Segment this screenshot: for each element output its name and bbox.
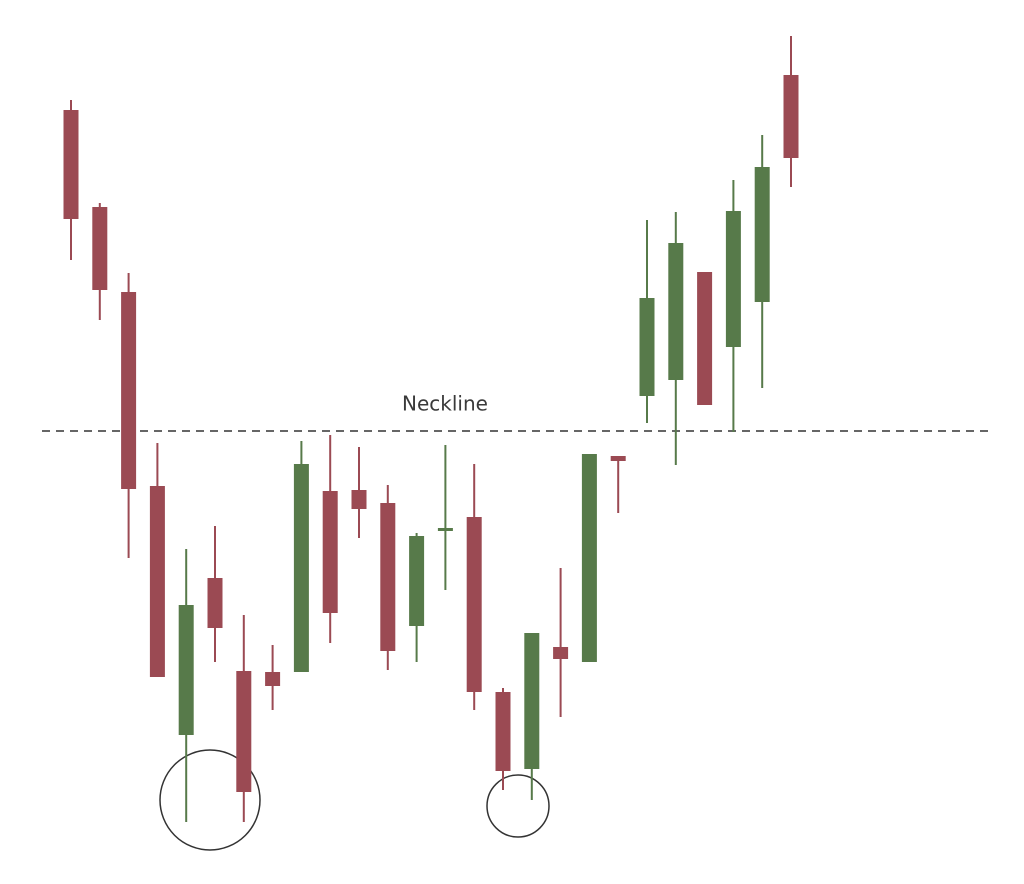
candle-body bbox=[668, 243, 684, 380]
candle-body bbox=[437, 528, 453, 531]
highlight-circle bbox=[486, 774, 550, 838]
candle-body bbox=[63, 110, 79, 219]
candle-body bbox=[207, 578, 223, 628]
candle-body bbox=[293, 464, 309, 672]
candle-body bbox=[236, 671, 252, 792]
candle-body bbox=[121, 292, 137, 489]
highlight-circle bbox=[159, 749, 261, 851]
candle-body bbox=[783, 75, 799, 158]
candle-body bbox=[322, 491, 338, 613]
candle-body bbox=[581, 454, 597, 662]
candle-body bbox=[553, 647, 569, 659]
candle-body bbox=[351, 490, 367, 509]
candle-body bbox=[725, 211, 741, 347]
candle-body bbox=[149, 486, 165, 677]
candle-body bbox=[754, 167, 770, 302]
candle-body bbox=[92, 207, 108, 290]
candle-body bbox=[466, 517, 482, 692]
candle-body bbox=[495, 692, 511, 771]
candle-body bbox=[697, 272, 713, 405]
candle-body bbox=[610, 456, 626, 461]
neckline-label: Neckline bbox=[402, 392, 488, 416]
candle-body bbox=[639, 298, 655, 396]
candle-body bbox=[178, 605, 194, 735]
candle-body bbox=[265, 672, 281, 686]
candle-body bbox=[409, 536, 425, 626]
candle-body bbox=[524, 633, 540, 769]
candle-body bbox=[380, 503, 396, 651]
